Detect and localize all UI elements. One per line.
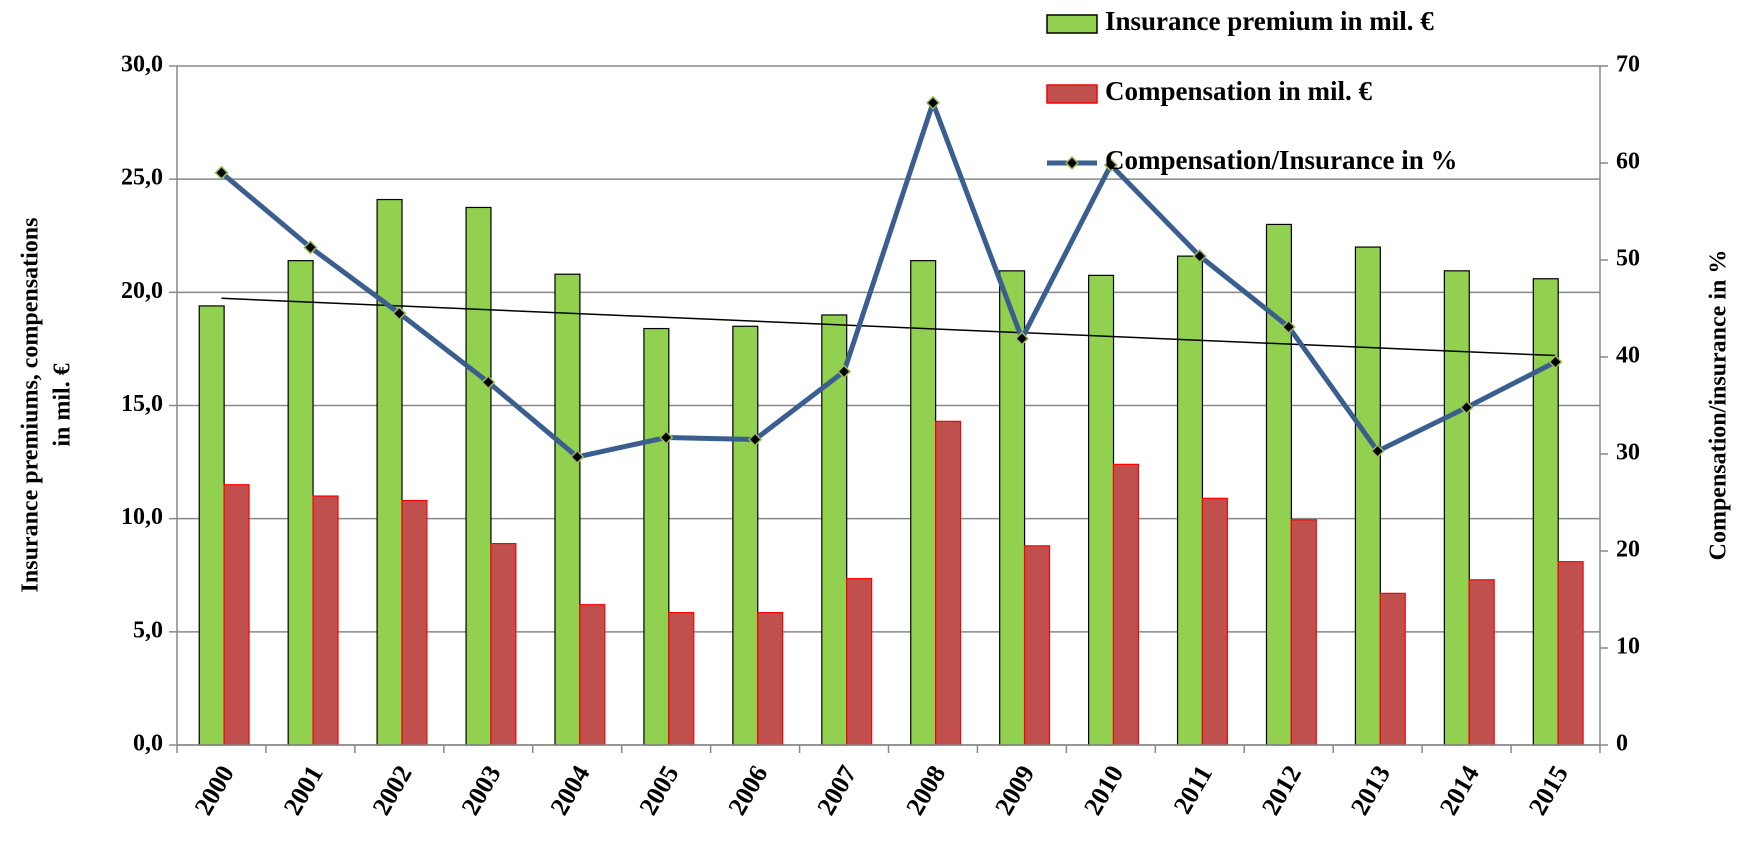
bar [465, 206, 492, 746]
marker [392, 306, 407, 321]
y-axis-label: Insurance premiums, compensations [18, 218, 44, 593]
x-tick-label: 2003 [456, 760, 507, 820]
bar [1176, 255, 1204, 746]
x-tick-label: 2004 [544, 760, 595, 820]
bar [1354, 246, 1381, 746]
trendline [221, 297, 1556, 357]
x-tick-label: 2012 [1256, 760, 1307, 820]
y-tick-label: 10,0 [121, 504, 163, 530]
x-tick-label: 2001 [278, 760, 329, 820]
marker [570, 449, 585, 464]
x-tick-label: 2000 [189, 760, 240, 820]
x-tick-label: 2010 [1078, 760, 1129, 820]
bar [1379, 592, 1406, 746]
marker [1459, 400, 1474, 415]
y2-axis-label: Compensation/insurance in % [1706, 250, 1732, 561]
bar [1023, 545, 1051, 746]
bar [935, 420, 962, 746]
y2-tick-label: 20 [1616, 537, 1640, 563]
bar [287, 260, 314, 746]
y2-tick-label: 10 [1616, 634, 1640, 660]
legend-marker [1064, 155, 1080, 171]
x-tick-label: 2008 [900, 760, 951, 820]
x-tick-label: 2007 [811, 760, 862, 820]
marker [1370, 444, 1385, 459]
y2-tick-label: 30 [1616, 440, 1640, 466]
x-tick-label: 2015 [1523, 760, 1574, 820]
bar [910, 260, 937, 746]
bar [1112, 463, 1140, 746]
bar [999, 270, 1026, 746]
y2-tick-label: 60 [1616, 149, 1640, 175]
line [219, 100, 1557, 460]
y2-tick-label: 0 [1616, 731, 1628, 757]
bar [1265, 223, 1292, 746]
bar [312, 495, 339, 746]
x-tick-label: 2009 [989, 760, 1040, 820]
marker [1103, 157, 1118, 173]
bar [1088, 274, 1115, 746]
bar [846, 578, 873, 746]
bar [757, 611, 784, 746]
legend-swatch [1046, 14, 1098, 34]
marker [481, 375, 496, 390]
y2-tick-label: 70 [1616, 52, 1640, 78]
bar [1290, 519, 1317, 746]
bar [401, 499, 428, 746]
marker [748, 432, 763, 447]
y-tick-label: 25,0 [121, 165, 163, 191]
bar [668, 611, 695, 746]
marker [303, 240, 318, 255]
marker [214, 165, 229, 180]
x-tick-label: 2014 [1434, 760, 1485, 820]
marker [836, 364, 852, 379]
bar [554, 273, 581, 746]
legend-label: Insurance premium in mil. € [1105, 6, 1434, 36]
marker [1281, 319, 1296, 334]
bar [732, 325, 759, 746]
legend-label: Compensation in mil. € [1105, 76, 1373, 106]
bar [223, 484, 250, 746]
bar [198, 305, 225, 746]
y-axis-label: in mil. € [50, 363, 76, 446]
marker [1548, 354, 1563, 369]
marker [925, 95, 941, 110]
y-tick-label: 15,0 [121, 391, 163, 417]
bar [579, 604, 606, 746]
bar [1468, 579, 1495, 746]
y-tick-label: 5,0 [133, 617, 163, 643]
y2-tick-label: 40 [1616, 343, 1640, 369]
x-tick-label: 2005 [633, 760, 684, 820]
bar [1443, 270, 1470, 746]
x-tick-label: 2013 [1345, 760, 1396, 820]
y-tick-label: 30,0 [121, 52, 163, 78]
y-tick-label: 20,0 [121, 278, 163, 304]
marker [1192, 249, 1207, 264]
x-tick-label: 2002 [367, 760, 418, 820]
bar [376, 198, 403, 746]
bar [1201, 497, 1228, 746]
y2-tick-label: 50 [1616, 246, 1640, 272]
bar [1532, 278, 1559, 746]
legend-label: Compensation/Insurance in % [1105, 145, 1458, 175]
bar [1557, 561, 1584, 746]
legend-swatch [1046, 84, 1098, 104]
marker [659, 430, 674, 445]
marker [1014, 331, 1029, 346]
x-tick-label: 2011 [1168, 760, 1218, 818]
x-tick-label: 2006 [722, 760, 773, 820]
y-tick-label: 0,0 [133, 731, 163, 757]
bar [490, 542, 517, 746]
bar [643, 327, 670, 746]
